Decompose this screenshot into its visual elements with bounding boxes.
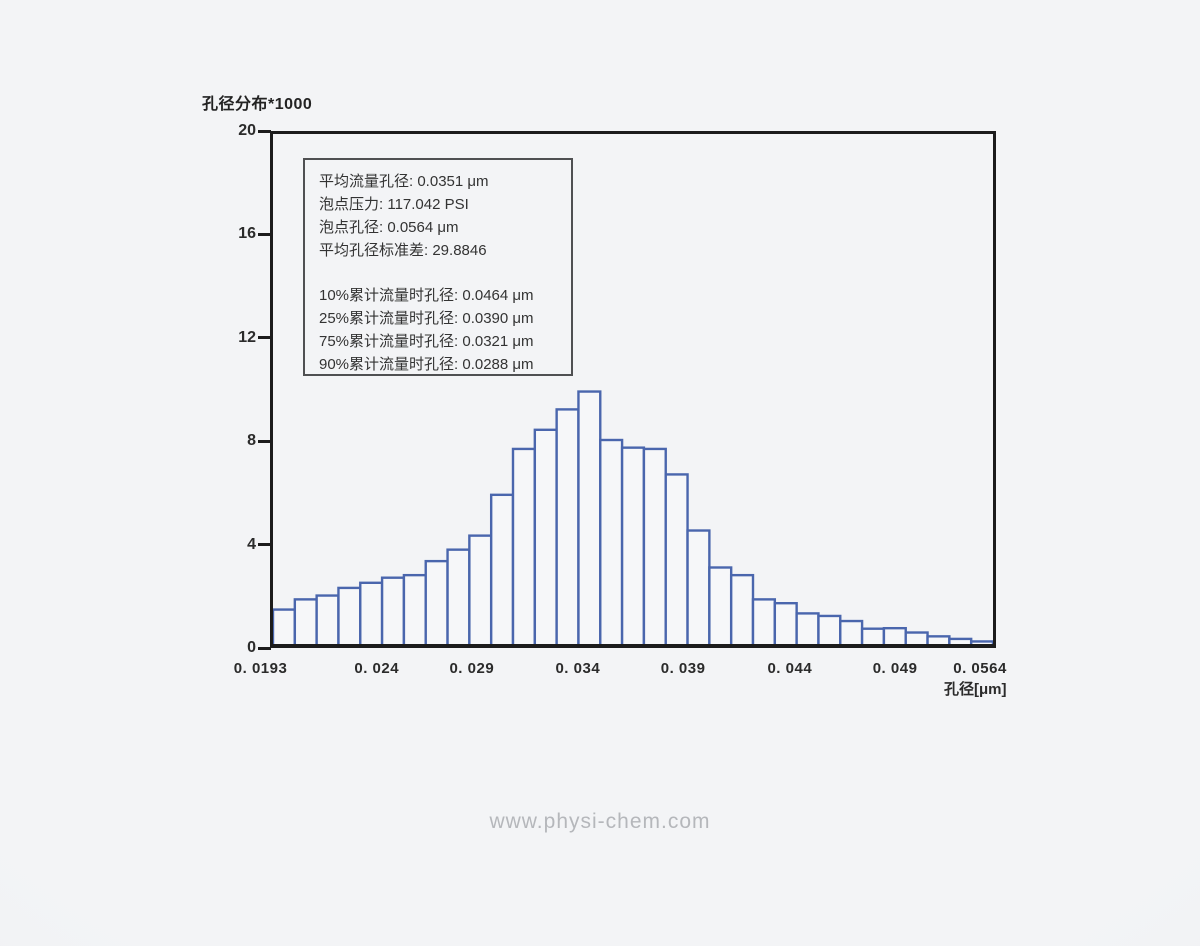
- stat-line-mean-flow-pore: 平均流量孔径: 0.0351 μm: [319, 173, 489, 190]
- stats-box: 平均流量孔径: 0.0351 μm 泡点压力: 117.042 PSI 泡点孔径…: [303, 158, 573, 376]
- bar: [599, 438, 624, 644]
- bar: [533, 428, 558, 644]
- x-tick-label: 0. 0564: [953, 660, 1007, 677]
- stat-line-10pct: 10%累计流量时孔径: 0.0464 μm: [319, 287, 534, 304]
- bar: [969, 640, 993, 644]
- bar: [795, 612, 820, 644]
- bar: [839, 619, 864, 644]
- bar: [948, 637, 973, 644]
- stat-line-75pct: 75%累计流量时孔径: 0.0321 μm: [319, 333, 534, 350]
- stat-line-25pct: 25%累计流量时孔径: 0.0390 μm: [319, 310, 534, 327]
- stat-line-bubble-pore: 泡点孔径: 0.0564 μm: [319, 219, 459, 236]
- x-tick-label: 0. 0193: [233, 660, 288, 677]
- bar: [555, 408, 580, 644]
- bar: [926, 635, 951, 644]
- x-tick-label: 0. 024: [354, 660, 400, 677]
- bar: [273, 608, 297, 644]
- x-tick-label: 0. 039: [660, 660, 706, 677]
- stat-line-std-dev: 平均孔径标准差: 29.8846: [319, 242, 487, 259]
- chart-title: 孔径分布*1000: [202, 96, 313, 113]
- bar: [904, 631, 929, 644]
- bar: [620, 446, 646, 644]
- bar: [315, 594, 340, 644]
- bar: [708, 566, 733, 644]
- y-tick-label: 20: [238, 122, 256, 139]
- watermark: www.physi-chem.com: [489, 810, 711, 833]
- bar: [577, 390, 602, 644]
- y-tick-mark: [258, 232, 271, 236]
- x-axis-title: 孔径[μm]: [944, 681, 1007, 698]
- y-tick-label: 4: [247, 535, 256, 553]
- bar: [359, 581, 384, 644]
- bar: [882, 626, 907, 644]
- bar: [468, 534, 493, 644]
- x-tick-label: 0. 029: [449, 660, 495, 677]
- bar: [664, 473, 689, 644]
- bar: [773, 602, 798, 644]
- bar: [642, 447, 667, 644]
- bar: [729, 573, 755, 644]
- x-tick-label: 0. 049: [872, 660, 918, 677]
- bar: [511, 447, 537, 644]
- stat-line-90pct: 90%累计流量时孔径: 0.0288 μm: [319, 356, 534, 373]
- stats-group-divider: [319, 262, 571, 284]
- bar: [860, 627, 886, 644]
- bar: [380, 576, 406, 644]
- y-tick-label: 0: [247, 639, 256, 656]
- stat-line-bubble-pressure: 泡点压力: 117.042 PSI: [319, 196, 469, 213]
- x-tick-label: 0. 044: [767, 660, 813, 677]
- bar: [489, 493, 515, 644]
- y-tick-mark: [258, 129, 271, 133]
- bar: [424, 559, 449, 644]
- bar: [337, 586, 362, 644]
- histogram-bars: [273, 390, 993, 644]
- y-tick-mark: [258, 646, 271, 650]
- bar: [402, 573, 427, 644]
- x-tick-label: 0. 034: [555, 660, 601, 677]
- plot-area: [270, 131, 996, 648]
- y-tick-mark: [258, 439, 271, 443]
- bar: [817, 614, 842, 644]
- y-tick-label: 12: [238, 328, 256, 346]
- bar: [446, 548, 471, 644]
- bar: [293, 598, 318, 644]
- bar: [751, 598, 777, 644]
- y-tick-label: 8: [247, 432, 256, 450]
- y-tick-mark: [258, 336, 271, 340]
- y-tick-label: 16: [238, 225, 256, 243]
- y-tick-mark: [258, 543, 271, 547]
- bar: [686, 529, 711, 644]
